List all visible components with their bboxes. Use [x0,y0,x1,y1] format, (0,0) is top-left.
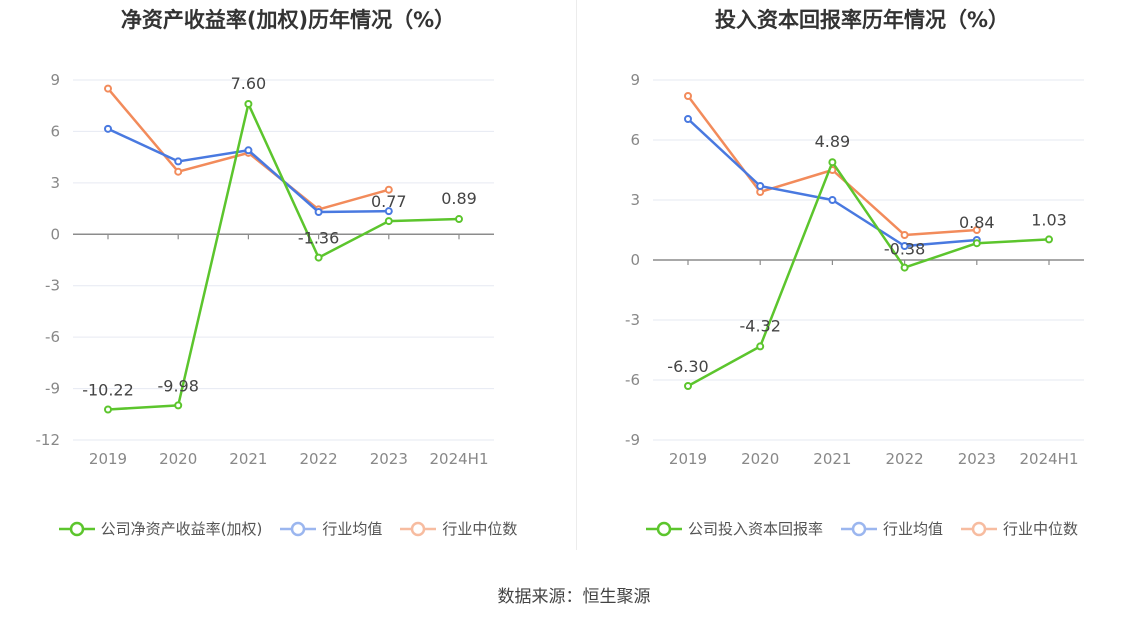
x-tick-label: 2023 [370,450,408,468]
data-point [174,167,183,176]
y-tick-label: -6 [45,328,60,346]
y-tick-label: -3 [45,277,60,295]
data-label: 0.84 [959,213,995,232]
data-point [314,253,323,262]
data-point [384,207,393,216]
legend-item-industry-median[interactable]: 行业中位数 [961,518,1078,539]
legend-item-company-roe[interactable]: 公司净资产收益率(加权) [58,518,263,539]
legend-label: 行业均值 [322,520,383,538]
data-point [104,405,112,414]
data-point [684,92,692,100]
data-point [972,226,981,234]
x-tick-label: 2020 [159,450,197,468]
y-tick-label: 3 [50,174,60,192]
y-tick-label: 6 [50,122,60,140]
data-point [828,158,837,167]
data-point [684,115,692,123]
data-label: 7.60 [231,74,267,93]
y-tick-label: -9 [45,380,60,398]
legend-label: 行业中位数 [442,520,518,538]
x-tick-label: 2019 [669,450,707,468]
x-tick-label: 2019 [89,450,127,468]
data-point [174,157,183,166]
data-point [900,263,909,272]
legend-blue-line-icon [280,521,317,536]
legend-orange-line-icon [961,521,997,536]
x-tick-label: 2024H1 [430,450,489,468]
roe-chart-legend: 公司净资产收益率(加权) 行业均值 行业中位数 [0,518,576,539]
legend-green-line-icon [645,521,682,536]
data-point [244,146,253,155]
data-point [900,231,909,239]
y-tick-label: 6 [630,131,640,149]
legend-label: 公司投入资本回报率 [687,520,823,538]
roe-line-chart: 9 6 3 0 -3 -6 -9 -12 2019 2020 2021 2022 2023 2024H1 -… [36,71,494,468]
y-tick-label: 3 [630,191,640,209]
y-tick-label: 9 [630,71,640,89]
legend-item-industry-mean[interactable]: 行业均值 [280,518,382,539]
data-label: 0.77 [371,192,407,211]
roic-chart-panel: 投入资本回报率历年情况（%） 9 6 3 0 -3 -6 -9 2019 2020 2021 202… [576,0,1148,560]
roic-line-chart: 9 6 3 0 -3 -6 -9 2019 2020 2021 2022 2023 2024H1 -6.3… [625,71,1084,468]
legend-item-industry-mean[interactable]: 行业均值 [840,518,943,539]
series-line [107,102,460,411]
data-point [756,342,765,351]
data-label: 4.89 [815,132,851,151]
data-point [828,196,837,204]
series-line [687,160,1050,388]
data-point [104,84,112,93]
data-label: 1.03 [1031,210,1067,229]
roic-chart-title: 投入资本回报率历年情况（%） [714,8,1010,32]
roic-chart-legend: 公司投入资本回报率 行业均值 行业中位数 [576,518,1148,539]
legend-item-industry-median[interactable]: 行业中位数 [400,518,517,539]
legend-label: 公司净资产收益率(加权) [100,520,263,538]
data-point [384,185,393,194]
data-point [384,217,393,226]
legend-green-line-icon [58,521,95,536]
legend-label: 行业均值 [882,520,943,538]
data-point [174,401,183,410]
data-point [314,208,323,216]
legend-item-company-roic[interactable]: 公司投入资本回报率 [645,518,823,539]
x-tick-label: 2021 [229,450,267,468]
data-point [900,242,909,250]
roe-chart-panel: 净资产收益率(加权)历年情况（%） 9 6 3 0 -3 -6 -9 -12 2019 2020 2… [0,0,576,560]
x-tick-label: 2023 [958,450,996,468]
data-point [455,215,463,224]
y-tick-label: -3 [625,311,640,329]
x-tick-label: 2020 [741,450,779,468]
x-tick-label: 2024H1 [1020,450,1079,468]
data-point [104,124,112,133]
data-point [756,182,765,190]
roe-chart-title: 净资产收益率(加权)历年情况（%） [120,8,456,32]
data-label: -6.30 [667,357,708,376]
data-label: -1.36 [298,229,339,248]
data-point [972,239,981,248]
legend-orange-line-icon [400,521,437,536]
data-source-note: 数据来源：恒生聚源 [497,587,651,607]
data-point [684,382,692,390]
data-point [1045,235,1053,244]
series-line [107,127,389,214]
data-point [244,100,253,108]
data-label: -4.32 [739,316,780,335]
data-label: 0.89 [441,189,477,208]
legend-blue-line-icon [840,521,877,536]
x-tick-label: 2021 [813,450,851,468]
panel-divider [576,0,577,550]
y-tick-label: 0 [50,225,60,243]
y-tick-label: 0 [630,251,640,269]
x-tick-label: 2022 [886,450,924,468]
data-label: -9.98 [157,376,198,395]
y-tick-label: -9 [625,431,640,449]
data-label: -0.38 [884,240,925,259]
y-tick-label: -6 [625,371,640,389]
y-tick-label: 9 [50,71,60,89]
y-tick-label: -12 [36,431,61,449]
x-tick-label: 2022 [300,450,338,468]
data-label: -10.22 [82,380,134,399]
legend-label: 行业中位数 [1003,520,1079,538]
